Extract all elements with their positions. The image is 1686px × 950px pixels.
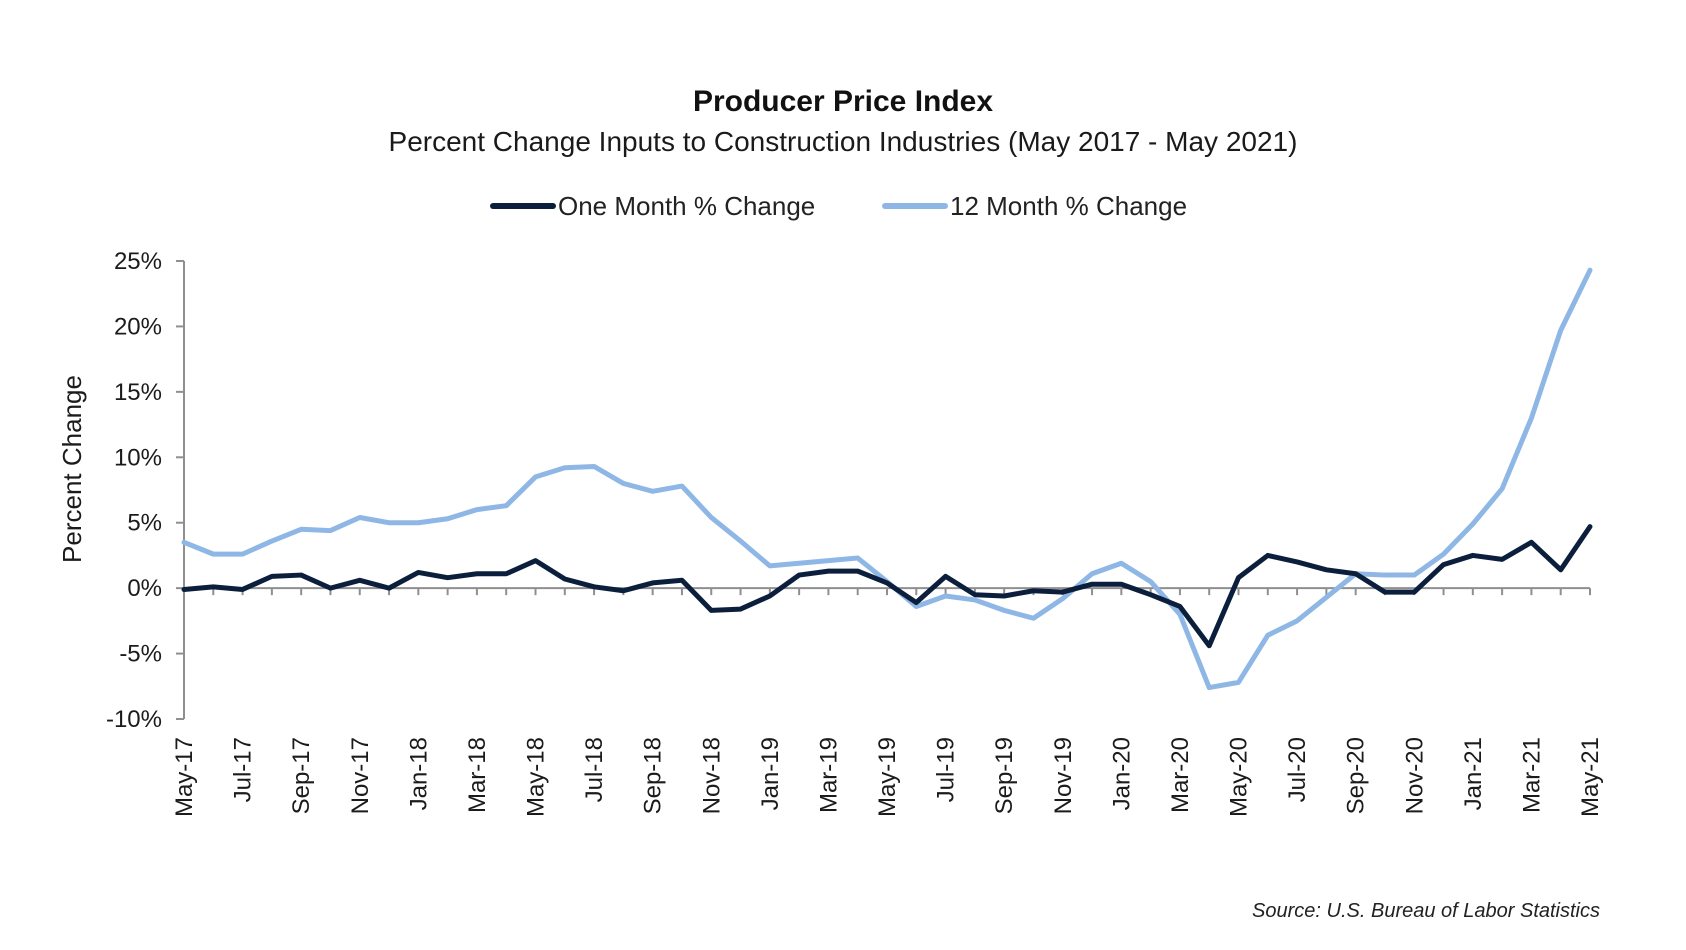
chart-subtitle: Percent Change Inputs to Construction In…	[389, 126, 1298, 157]
x-tick-label: Nov-18	[698, 737, 725, 814]
chart-title: Producer Price Index	[693, 85, 993, 118]
x-tick-label: May-18	[523, 737, 550, 817]
x-tick-label: Jan-19	[757, 737, 784, 810]
y-tick-label: -5%	[119, 641, 162, 668]
y-tick-label: 15%	[114, 379, 162, 406]
x-tick-label: Nov-20	[1401, 737, 1428, 814]
y-tick-label: 20%	[114, 313, 162, 340]
legend: One Month % Change 12 Month % Change	[490, 191, 1187, 221]
y-tick-label: -10%	[106, 706, 162, 733]
x-tick-label: Sep-20	[1343, 737, 1370, 814]
x-tick-label: Jan-18	[405, 737, 432, 810]
y-tick-label: 10%	[114, 444, 162, 471]
y-tick-label: 5%	[127, 510, 162, 537]
x-tick-label: May-17	[171, 737, 198, 817]
x-tick-label: Jul-19	[933, 737, 960, 802]
x-tick-label: Jul-18	[581, 737, 608, 802]
x-tick-label: Sep-17	[288, 737, 315, 814]
x-tick-label: May-19	[874, 737, 901, 817]
x-tick-label: Jul-17	[230, 737, 257, 802]
x-tick-label: Nov-19	[1050, 737, 1077, 814]
series-layer	[181, 267, 1593, 691]
x-tick-label: Jan-21	[1460, 737, 1487, 810]
source-note: Source: U.S. Bureau of Labor Statistics	[1252, 900, 1600, 922]
x-tick-label: Sep-18	[640, 737, 667, 814]
x-tick-label: Jul-20	[1284, 737, 1311, 802]
x-tick-label: Nov-17	[347, 737, 374, 814]
legend-label-12-month-change: 12 Month % Change	[950, 191, 1187, 221]
legend-label-one-month-change: One Month % Change	[558, 191, 815, 221]
x-tick-label: May-21	[1577, 737, 1604, 817]
x-tick-label: Mar-21	[1518, 737, 1545, 813]
x-tick-label: Sep-19	[991, 737, 1018, 814]
x-tick-label: May-20	[1226, 737, 1253, 817]
axes: 25% 20% 15% 10% 5% 0% -5% -10% May-17 Jul-17 Sep-1…	[106, 248, 1604, 817]
x-tick-label: Mar-20	[1167, 737, 1194, 813]
y-tick-label: 25%	[114, 248, 162, 275]
y-axis-title: Percent Change	[57, 375, 87, 563]
x-tick-label: Mar-18	[464, 737, 491, 813]
series-line-one-month-change	[181, 524, 1593, 649]
series-line-12-month-change	[181, 267, 1593, 691]
x-tick-label: Mar-19	[815, 737, 842, 813]
x-tick-label: Jan-20	[1108, 737, 1135, 810]
y-tick-label: 0%	[127, 575, 162, 602]
